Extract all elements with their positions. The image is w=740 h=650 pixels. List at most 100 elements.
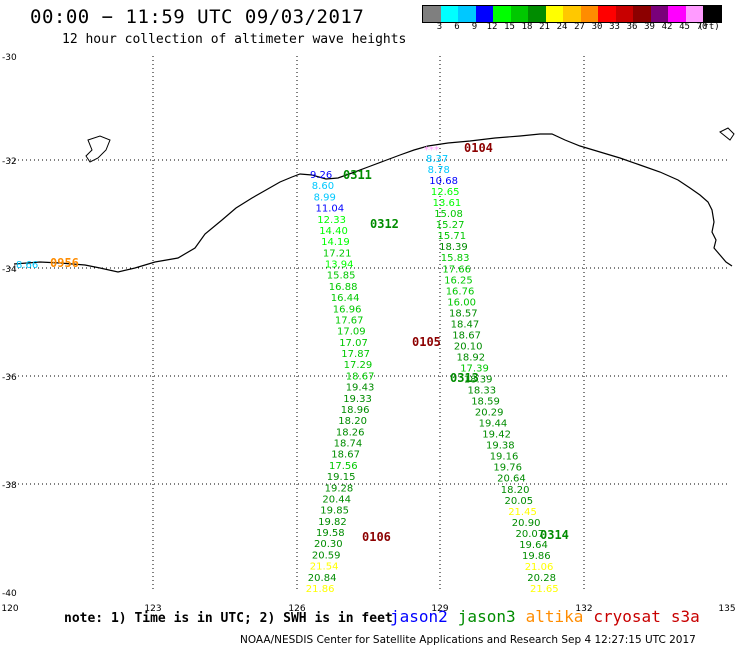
wave-height-value: 21.86 bbox=[306, 584, 335, 595]
color-swatch bbox=[703, 6, 721, 22]
color-swatch bbox=[685, 6, 703, 22]
wave-height-value: 15.83 bbox=[441, 253, 470, 264]
wave-height-value: 19.15 bbox=[327, 472, 356, 483]
wave-height-value: 14.40 bbox=[319, 226, 348, 237]
color-scale-label: 33 bbox=[609, 22, 620, 32]
color-swatch bbox=[475, 6, 493, 22]
wave-height-value: 20.10 bbox=[454, 341, 483, 352]
color-swatch bbox=[510, 6, 528, 22]
pass-time-label: 0314 bbox=[540, 528, 569, 542]
x-tick-label: 129 bbox=[431, 604, 448, 614]
color-scale-label: 6 bbox=[454, 22, 460, 32]
wave-height-value: 13.94 bbox=[325, 260, 354, 271]
wave-height-value: 12.33 bbox=[317, 215, 346, 226]
wave-height-value: 20.44 bbox=[322, 495, 351, 506]
color-swatch bbox=[615, 6, 633, 22]
color-scale-label: 9 bbox=[471, 22, 478, 32]
pass-time-label: 0311 bbox=[343, 168, 372, 182]
wave-height-value: 20.90 bbox=[512, 518, 541, 529]
wave-height-value: 15.27 bbox=[436, 220, 465, 231]
x-tick-label: 120 bbox=[1, 604, 18, 614]
wave-height-value: 18.26 bbox=[336, 427, 365, 438]
map-grid: 120 123 126 129 132 135 -30 -32 -34 -36 -38 -40 bbox=[1, 53, 735, 614]
wave-height-value: *** bbox=[424, 145, 439, 156]
x-tick-label: 123 bbox=[144, 604, 161, 614]
wave-height-value: 9.26 bbox=[310, 170, 332, 181]
legend-entry-altika: altika bbox=[525, 607, 584, 626]
color-swatch bbox=[563, 6, 581, 22]
wave-height-value: 17.39 bbox=[460, 364, 489, 375]
wave-height-value: 18.92 bbox=[457, 353, 486, 364]
wave-height-value: 18.33 bbox=[468, 386, 497, 397]
map-title: 00:00 − 11:59 UTC 09/03/2017 bbox=[30, 6, 365, 28]
color-scale-label: 45 bbox=[679, 22, 690, 32]
island-left bbox=[85, 135, 111, 163]
wave-height-value: 12.65 bbox=[431, 187, 460, 198]
wave-height-value: 16.00 bbox=[447, 297, 476, 308]
map-annotations: 9.268.608.9911.0412.3314.4014.1917.2113.… bbox=[16, 141, 569, 595]
wave-height-value: 17.56 bbox=[329, 461, 358, 472]
color-scale-unit: (ft) bbox=[698, 22, 720, 32]
wave-height-value: 18.96 bbox=[341, 405, 370, 416]
wave-height-value: 18.39 bbox=[439, 242, 468, 253]
color-scale-label: 18 bbox=[521, 22, 533, 32]
y-tick-label: -36 bbox=[2, 373, 17, 383]
wave-height-value: 17.29 bbox=[344, 360, 373, 371]
color-scale-labels: 3 6 9 12 15 18 21 24 27 30 33 36 39 42 45 70 bbox=[422, 22, 712, 36]
wave-height-value: 20.59 bbox=[312, 550, 341, 561]
wave-height-value: 15.08 bbox=[434, 209, 463, 220]
wave-height-value: 17.67 bbox=[335, 316, 364, 327]
wave-height-value: 16.88 bbox=[329, 282, 358, 293]
pass-time-label: 0956 bbox=[50, 256, 79, 270]
wave-height-value: 19.76 bbox=[493, 463, 522, 474]
pass-time-label: 0104 bbox=[464, 141, 493, 155]
y-tick-label: -34 bbox=[2, 265, 17, 275]
wave-height-value: 15.85 bbox=[327, 271, 356, 282]
wave-height-value: 21.45 bbox=[508, 507, 537, 518]
wave-height-value: 19.85 bbox=[320, 506, 349, 517]
island-right bbox=[719, 127, 735, 141]
wave-height-value: 14.19 bbox=[321, 237, 350, 248]
color-swatch bbox=[493, 6, 511, 22]
wave-height-value: 18.57 bbox=[449, 308, 478, 319]
wave-height-value: 18.67 bbox=[331, 450, 360, 461]
wave-height-value: 8.66 bbox=[16, 260, 38, 271]
color-scale-label: 24 bbox=[556, 22, 568, 32]
wave-height-value: 19.33 bbox=[343, 394, 372, 405]
wave-height-value: 19.38 bbox=[486, 441, 515, 452]
y-tick-label: -38 bbox=[2, 481, 17, 491]
color-scale-label: 12 bbox=[486, 22, 498, 32]
wave-height-value: 13.61 bbox=[433, 198, 462, 209]
color-scale-label: 39 bbox=[644, 22, 655, 32]
wave-height-value: 19.64 bbox=[519, 540, 548, 551]
map-subtitle: 12 hour collection of altimeter wave hei… bbox=[62, 32, 407, 47]
color-scale-label: 70 bbox=[696, 22, 708, 32]
color-swatch bbox=[668, 6, 686, 22]
wave-height-value: 15.71 bbox=[438, 231, 467, 242]
satellite-legend: jason2 jason3 altika cryosat s3a bbox=[390, 607, 710, 626]
wave-height-value: 18.74 bbox=[334, 439, 363, 450]
x-tick-label: 126 bbox=[288, 604, 305, 614]
wave-height-value: 18.67 bbox=[452, 330, 481, 341]
legend-entry-s3a: s3a bbox=[670, 607, 700, 626]
pass-time-label: 0105 bbox=[412, 335, 441, 349]
wave-height-value: 18.47 bbox=[451, 319, 480, 330]
color-scale-label: 3 bbox=[436, 22, 443, 32]
wave-height-value: 17.21 bbox=[323, 248, 352, 259]
wave-height-value: 19.16 bbox=[490, 452, 519, 463]
pass-time-label: 0313 bbox=[450, 371, 479, 385]
wave-height-value: 19.28 bbox=[325, 483, 354, 494]
wave-height-value: 18.67 bbox=[346, 371, 375, 382]
legend-entry-jason3: jason3 bbox=[457, 607, 516, 626]
wave-height-value: 16.44 bbox=[331, 293, 360, 304]
wave-height-value: 20.64 bbox=[497, 474, 526, 485]
wave-height-value: 21.06 bbox=[525, 562, 554, 573]
color-scale-label: 42 bbox=[661, 22, 673, 32]
color-swatch bbox=[440, 6, 458, 22]
color-swatch bbox=[650, 6, 668, 22]
wave-height-value: 16.25 bbox=[444, 275, 473, 286]
pass-time-label: 0312 bbox=[370, 217, 399, 231]
wave-height-value: 18.59 bbox=[471, 397, 500, 408]
wave-height-value: 18.20 bbox=[338, 416, 367, 427]
